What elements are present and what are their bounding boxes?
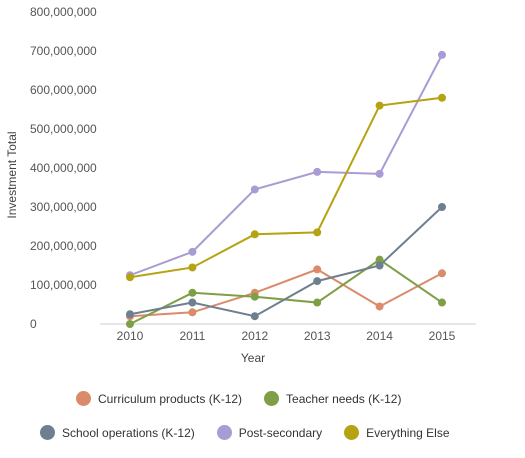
data-point-post-secondary[interactable] xyxy=(250,185,259,194)
legend-item-everything-else[interactable]: Everything Else xyxy=(344,425,450,440)
x-tick-label: 2013 xyxy=(304,329,331,343)
legend-label-school-operations: School operations (K-12) xyxy=(62,425,195,440)
data-point-curriculum-products-k-12[interactable] xyxy=(188,308,197,317)
data-point-teacher-needs-k-12[interactable] xyxy=(126,320,134,328)
data-point-curriculum-products-k-12[interactable] xyxy=(375,302,384,311)
data-point-school-operations-k-12[interactable] xyxy=(313,277,322,286)
legend-marker-post-secondary xyxy=(216,425,232,440)
series-line-post-secondary xyxy=(129,54,443,277)
data-point-curriculum-products-k-12[interactable] xyxy=(313,265,322,274)
y-axis-ticks: 0 100,000,000 200,000,000 300,000,000 400,00… xyxy=(30,5,97,331)
legend-marker-everything-else xyxy=(344,425,360,440)
data-point-everything-else[interactable] xyxy=(188,263,197,272)
legend-row-2: School operations (K-12) Post-secondary … xyxy=(40,425,472,440)
y-tick-label: 100,000,000 xyxy=(30,278,97,292)
y-axis-title: Investment Total xyxy=(5,131,19,218)
y-tick-label: 600,000,000 xyxy=(30,83,97,97)
data-point-school-operations-k-12[interactable] xyxy=(375,261,384,270)
legend-item-curriculum[interactable]: Curriculum products (K-12) xyxy=(76,391,242,406)
data-point-everything-else[interactable] xyxy=(438,93,446,102)
data-point-teacher-needs-k-12[interactable] xyxy=(438,298,446,307)
legend-label-everything-else: Everything Else xyxy=(366,425,450,440)
data-point-teacher-needs-k-12[interactable] xyxy=(188,288,197,297)
x-tick-label: 2012 xyxy=(241,329,268,343)
y-tick-label: 200,000,000 xyxy=(30,239,97,253)
x-tick-label: 2014 xyxy=(366,329,393,343)
data-point-teacher-needs-k-12[interactable] xyxy=(375,255,384,264)
y-tick-label: 300,000,000 xyxy=(30,200,97,214)
y-tick-label: 500,000,000 xyxy=(30,122,97,136)
legend-label-curriculum: Curriculum products (K-12) xyxy=(98,391,243,406)
data-point-post-secondary[interactable] xyxy=(188,247,197,256)
y-tick-label: 800,000,000 xyxy=(30,5,97,19)
legend-label-post-secondary: Post-secondary xyxy=(238,425,323,440)
legend-item-post-secondary[interactable]: Post-secondary xyxy=(216,425,323,440)
y-tick-label: 0 xyxy=(30,317,37,331)
series-line-everything-else xyxy=(129,96,443,279)
legend-label-teacher-needs: Teacher needs (K-12) xyxy=(286,391,402,406)
data-point-post-secondary[interactable] xyxy=(438,50,446,59)
legend-item-teacher-needs[interactable]: Teacher needs (K-12) xyxy=(264,391,401,406)
data-point-school-operations-k-12[interactable] xyxy=(250,312,259,321)
series-lines xyxy=(129,54,443,325)
data-point-post-secondary[interactable] xyxy=(375,169,384,178)
series-line-curriculum-products-k-12 xyxy=(129,268,443,318)
data-point-curriculum-products-k-12[interactable] xyxy=(438,269,446,278)
y-tick-label: 400,000,000 xyxy=(30,161,97,175)
line-chart: 0 100,000,000 200,000,000 300,000,000 400,00… xyxy=(5,5,476,365)
data-point-post-secondary[interactable] xyxy=(313,167,322,176)
data-point-school-operations-k-12[interactable] xyxy=(438,203,446,211)
legend-row-1: Curriculum products (K-12) Teacher needs… xyxy=(76,391,423,406)
y-tick-label: 700,000,000 xyxy=(30,44,97,58)
data-point-school-operations-k-12[interactable] xyxy=(188,298,197,307)
data-point-everything-else[interactable] xyxy=(375,101,384,110)
series-line-school-operations-k-12 xyxy=(129,206,443,318)
data-point-teacher-needs-k-12[interactable] xyxy=(313,298,322,307)
legend-marker-school-operations xyxy=(40,425,55,440)
data-point-teacher-needs-k-12[interactable] xyxy=(250,292,259,301)
legend-marker-curriculum xyxy=(76,391,91,406)
legend-marker-teacher-needs xyxy=(264,391,280,406)
legend-item-school-operations[interactable]: School operations (K-12) xyxy=(40,425,195,440)
x-axis-title: Year xyxy=(241,351,265,365)
x-tick-label: 2010 xyxy=(117,329,144,343)
data-point-school-operations-k-12[interactable] xyxy=(126,310,134,319)
series-points xyxy=(126,50,446,328)
data-point-everything-else[interactable] xyxy=(126,273,134,282)
data-point-everything-else[interactable] xyxy=(250,230,259,239)
data-point-everything-else[interactable] xyxy=(313,228,322,237)
x-tick-label: 2011 xyxy=(179,329,205,343)
x-tick-label: 2015 xyxy=(429,329,456,343)
x-axis-ticks: 2010 2011 2012 2013 2014 2015 xyxy=(117,329,456,343)
